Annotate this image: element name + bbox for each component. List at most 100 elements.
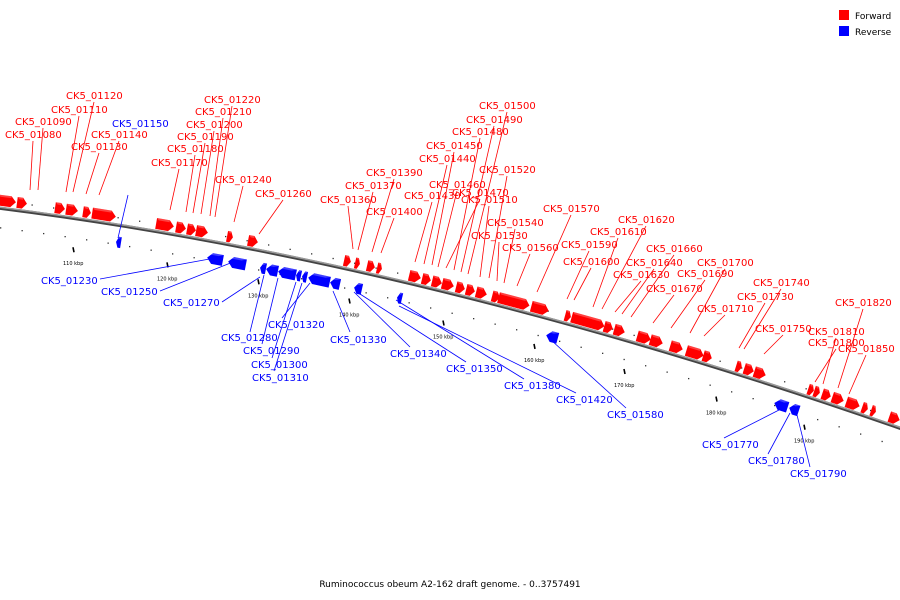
minor-tick-dot (870, 409, 872, 412)
reverse-leader-line (281, 282, 311, 319)
reverse-gene-label: CK5_01330 (330, 335, 387, 346)
legend-forward-swatch (839, 10, 849, 20)
forward-leader-line (703, 314, 726, 337)
forward-gene (82, 206, 91, 218)
minor-tick-dot (53, 207, 55, 209)
forward-gene-label: CK5_01600 (563, 257, 620, 268)
forward-gene (365, 260, 375, 272)
forward-gene-label: CK5_01810 (808, 327, 865, 338)
reverse-gene-label: CK5_01150 (112, 119, 169, 130)
scale-tick-mark (442, 320, 445, 326)
forward-gene (0, 194, 16, 208)
reverse-gene-label: CK5_01290 (243, 346, 300, 357)
minor-tick-dot (741, 367, 743, 369)
minor-tick-dot (430, 307, 432, 309)
reverse-gene (302, 271, 309, 283)
minor-tick-dot (623, 358, 625, 361)
forward-gene (812, 385, 820, 398)
minor-tick-dot (31, 204, 33, 206)
forward-gene-label: CK5_01180 (167, 144, 224, 155)
forward-gene-label: CK5_01620 (618, 215, 675, 226)
genome-caption: Ruminococcus obeum A2-162 draft genome. … (319, 580, 580, 590)
forward-leader-line (566, 250, 590, 300)
forward-leader-line (192, 142, 206, 214)
forward-gene-label: CK5_01360 (320, 195, 377, 206)
reverse-leader-line (159, 261, 234, 292)
forward-leader-line (848, 354, 867, 395)
forward-gene (375, 262, 382, 274)
forward-gene-label: CK5_01130 (71, 142, 128, 153)
forward-gene (820, 388, 831, 401)
scale-tick-mark (533, 343, 536, 350)
minor-tick-dot (344, 287, 346, 289)
forward-gene (742, 363, 754, 376)
forward-leader-line (814, 348, 837, 383)
gene-features (0, 194, 900, 424)
legend-reverse-label: Reverse (855, 28, 892, 38)
minor-tick-dot (559, 340, 561, 342)
forward-leader-line (371, 178, 395, 253)
forward-gene (195, 225, 208, 238)
reverse-gene-label: CK5_01320 (268, 320, 325, 331)
minor-tick-dot (107, 242, 109, 244)
forward-gene-label: CK5_01740 (753, 278, 810, 289)
forward-leader-line (85, 152, 100, 195)
minor-tick-dot (774, 404, 776, 407)
reverse-gene (116, 236, 122, 249)
minor-tick-dot (246, 240, 248, 242)
reverse-gene-label: CK5_01350 (446, 364, 503, 375)
scale-tick-label: 180 kbp (706, 411, 726, 417)
reverse-leader-line (359, 293, 467, 363)
reverse-gene (397, 292, 404, 304)
reverse-gene-label: CK5_01780 (748, 456, 805, 467)
forward-gene-label: CK5_01200 (186, 120, 243, 131)
forward-gene (91, 207, 116, 222)
reverse-gene (260, 262, 268, 275)
forward-gene-label: CK5_01730 (737, 292, 794, 303)
minor-tick-dot (516, 329, 518, 331)
scale-tick-label: 140 kbp (339, 312, 359, 318)
forward-gene-label: CK5_01470 (452, 188, 509, 199)
forward-gene-label: CK5_01210 (195, 107, 252, 118)
forward-gene (155, 218, 174, 232)
forward-gene-label: CK5_01640 (626, 258, 683, 269)
minor-tick-dot (225, 235, 227, 238)
forward-leader-line (169, 168, 180, 211)
reverse-leader-line (271, 281, 297, 359)
genome-backbone-shadow (0, 206, 900, 430)
scale-tick-mark (72, 247, 75, 253)
forward-leader-line (503, 228, 516, 284)
reverse-gene (228, 257, 247, 271)
genome-backbone (0, 206, 900, 429)
minor-tick-dot (150, 249, 152, 251)
forward-gene (474, 286, 487, 299)
scale-tick-label: 150 kbp (433, 335, 453, 341)
forward-gene-label: CK5_01850 (838, 344, 895, 355)
forward-gene (529, 300, 549, 315)
minor-tick-dot (537, 334, 539, 337)
forward-gene-label: CK5_01610 (590, 227, 647, 238)
forward-gene (175, 221, 186, 234)
reverse-gene (546, 331, 560, 344)
minor-tick-dot (129, 245, 131, 248)
forward-leader-line (258, 199, 284, 235)
scale-tick-mark (715, 396, 718, 402)
reverse-gene-label: CK5_01250 (101, 287, 158, 298)
reverse-gene-label: CK5_01230 (41, 276, 98, 287)
forward-leader-line (763, 334, 784, 355)
reverse-leader-line (332, 290, 351, 333)
scale-tick-mark (803, 424, 806, 430)
forward-gene (602, 321, 613, 333)
reverse-gene-label: CK5_01770 (702, 440, 759, 451)
minor-tick-dot (860, 433, 862, 435)
forward-leader-line (200, 130, 215, 215)
forward-gene (342, 255, 351, 267)
forward-leader-line (614, 280, 642, 313)
reverse-leader-line (723, 409, 780, 439)
forward-leader-line (185, 154, 196, 213)
forward-gene (16, 196, 27, 209)
forward-leader-line (233, 185, 244, 223)
minor-tick-dot (43, 232, 45, 235)
forward-gene (635, 330, 651, 344)
